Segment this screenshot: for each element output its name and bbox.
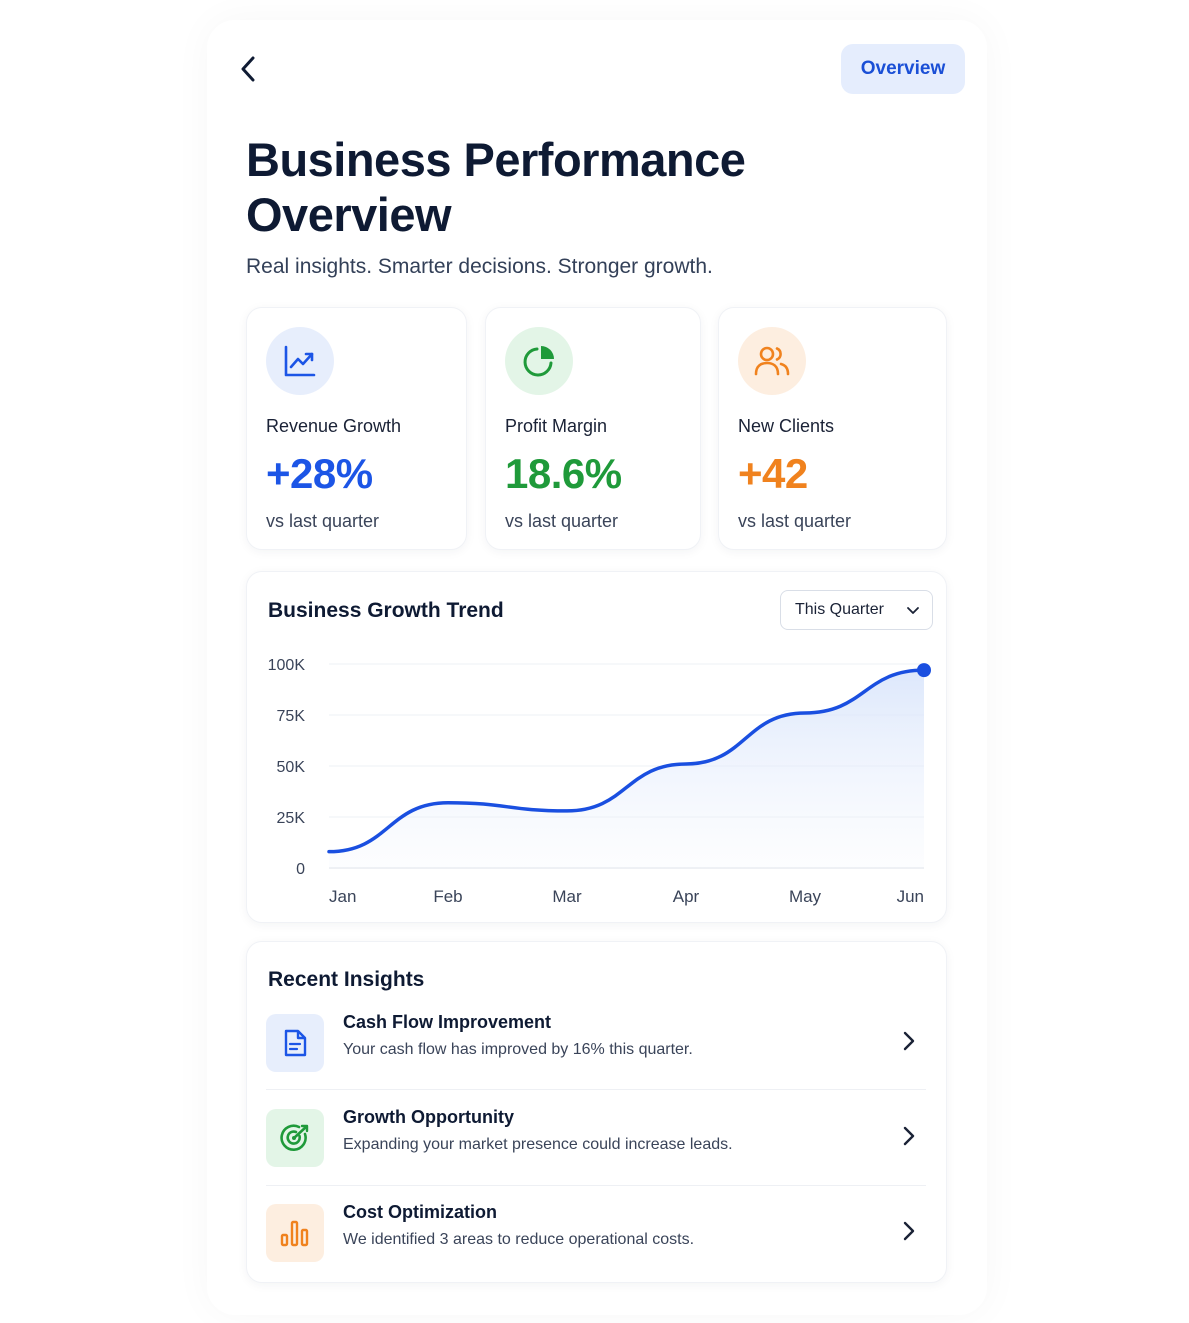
insight-title: Cost Optimization [343, 1202, 497, 1222]
y-tick-label: 50K [277, 759, 306, 776]
chevron-right-icon [903, 1031, 915, 1051]
divider [266, 1185, 926, 1186]
y-tick-label: 25K [277, 810, 306, 827]
chart-area-fill [329, 670, 924, 868]
chart-endpoint-dot [917, 663, 931, 678]
insight-description: We identified 3 areas to reduce operatio… [343, 1231, 695, 1248]
metric-value: +28% [266, 450, 373, 497]
metric-value: 18.6% [505, 450, 622, 497]
x-tick-label: Mar [552, 887, 582, 906]
divider [266, 1089, 926, 1090]
back-button[interactable] [232, 52, 266, 86]
target-icon [280, 1124, 309, 1152]
insight-item-growth-opportunity[interactable]: Growth Opportunity Expanding your market… [266, 1099, 926, 1175]
metric-label: New Clients [738, 416, 835, 436]
insight-icon-bg [266, 1014, 324, 1072]
x-tick-label: Jun [897, 887, 924, 906]
bar-chart-icon [280, 1220, 309, 1247]
pie-chart-icon [523, 346, 554, 377]
growth-trend-chart: 0 25K 50K 75K 100K Jan Feb Mar Apr May Jun [268, 657, 931, 906]
range-select-value: This Quarter [795, 601, 884, 618]
insight-icon-bg [266, 1109, 324, 1167]
insight-item-cash-flow[interactable]: Cash Flow Improvement Your cash flow has… [266, 1004, 926, 1080]
chart-title: Business Growth Trend [268, 599, 504, 622]
chevron-right-icon [903, 1126, 915, 1146]
overview-button[interactable]: Overview [841, 44, 965, 94]
x-tick-label: Apr [673, 887, 700, 906]
page-title: Business Performance Overview [246, 133, 746, 241]
insight-description: Expanding your market presence could inc… [343, 1136, 733, 1153]
metric-card-revenue-growth: Revenue Growth +28% vs last quarter [246, 307, 467, 550]
metric-sub: vs last quarter [266, 511, 380, 531]
insight-title: Cash Flow Improvement [343, 1012, 552, 1032]
y-tick-label: 100K [268, 657, 306, 674]
x-tick-label: May [789, 887, 822, 906]
metric-value: +42 [738, 450, 808, 497]
users-icon [754, 346, 790, 376]
y-tick-label: 0 [296, 861, 305, 878]
metric-sub: vs last quarter [738, 511, 852, 531]
metric-label: Revenue Growth [266, 416, 402, 436]
metric-card-new-clients: New Clients +42 vs last quarter [718, 307, 947, 550]
metric-sub: vs last quarter [505, 511, 619, 531]
metric-icon-bg [738, 327, 806, 395]
metric-icon-bg [266, 327, 334, 395]
recent-insights-card: Recent Insights Cash Flow Improvement Yo… [246, 941, 947, 1283]
insight-icon-bg [266, 1204, 324, 1262]
range-select[interactable]: This Quarter [780, 590, 933, 630]
metric-label: Profit Margin [505, 416, 608, 436]
metric-icon-bg [505, 327, 573, 395]
insights-title: Recent Insights [268, 968, 425, 991]
trending-up-icon [284, 345, 316, 377]
metric-card-profit-margin: Profit Margin 18.6% vs last quarter [485, 307, 701, 550]
x-tick-label: Jan [329, 887, 356, 906]
chevron-left-icon [241, 56, 255, 82]
chevron-down-icon [907, 607, 919, 614]
y-tick-label: 75K [277, 708, 306, 725]
insight-title: Growth Opportunity [343, 1107, 514, 1127]
document-icon [284, 1029, 307, 1057]
insight-description: Your cash flow has improved by 16% this … [343, 1041, 693, 1058]
page-subtitle: Real insights. Smarter decisions. Strong… [246, 255, 713, 278]
x-tick-label: Feb [433, 887, 462, 906]
growth-trend-card: Business Growth Trend This Quarter 0 25K 5… [246, 571, 947, 923]
chart-series-line [327, 668, 926, 854]
insight-item-cost-optimization[interactable]: Cost Optimization We identified 3 areas … [266, 1194, 926, 1270]
chevron-right-icon [903, 1221, 915, 1241]
